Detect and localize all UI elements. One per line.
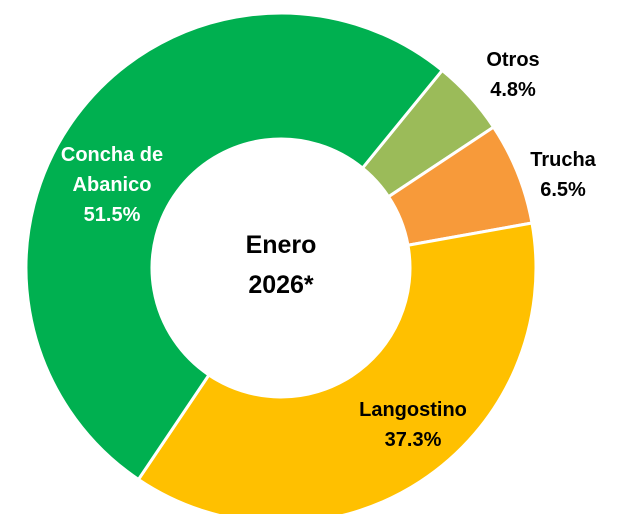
center-line: Enero (245, 231, 317, 259)
center-label: Enero 2026* (246, 225, 317, 305)
value-label: 4.8% (490, 79, 536, 101)
value-label: 51.5% (83, 204, 141, 226)
slice-label: Concha de Abanico 51.5% (42, 140, 182, 230)
category-label: Otros (486, 49, 540, 71)
category-label: Concha de Abanico (60, 144, 164, 196)
slice (24, 11, 445, 482)
slice-label: Otros 4.8% (413, 45, 613, 105)
value-label: 37.3% (384, 429, 442, 451)
category-label: Trucha (530, 149, 596, 171)
value-label: 6.5% (540, 179, 586, 201)
slice-label: Langostino 37.3% (313, 395, 513, 455)
slice (136, 221, 538, 514)
category-label: Langostino (359, 399, 467, 421)
center-line: 2026* (248, 271, 314, 299)
slice-label: Trucha 6.5% (463, 145, 618, 205)
